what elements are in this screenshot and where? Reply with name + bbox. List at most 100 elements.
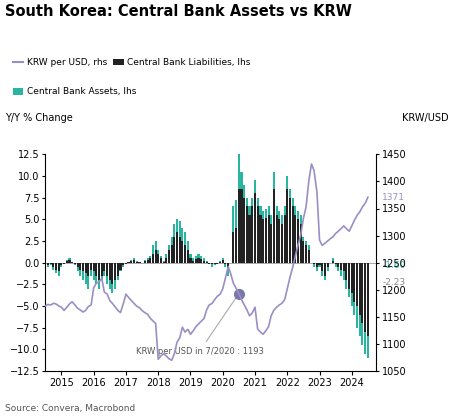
Bar (36, 219, 39, 263)
Bar (152, 254, 154, 263)
Bar (93, 263, 95, 271)
Text: -2.23: -2.23 (382, 278, 405, 287)
Bar (286, 176, 288, 263)
Bar (254, 180, 256, 263)
Bar (111, 263, 113, 284)
Bar (173, 224, 175, 263)
Bar (163, 261, 165, 263)
Bar (238, 154, 240, 263)
Bar (265, 218, 267, 263)
Bar (198, 259, 200, 263)
Bar (133, 259, 135, 263)
Bar (235, 200, 237, 263)
Bar (222, 260, 224, 263)
Bar (71, 262, 73, 263)
Bar (268, 215, 270, 263)
Bar (222, 259, 224, 263)
Bar (77, 263, 79, 271)
Bar (165, 254, 167, 263)
Bar (66, 261, 68, 263)
Bar (63, 263, 65, 264)
Bar (232, 206, 235, 263)
Bar (98, 263, 100, 280)
Bar (278, 211, 280, 263)
Text: -1.60: -1.60 (382, 261, 406, 270)
Bar (351, 263, 353, 293)
Bar (281, 224, 283, 263)
Bar (249, 206, 251, 263)
Bar (187, 250, 189, 263)
Legend: Central Bank Assets, lhs: Central Bank Assets, lhs (9, 84, 140, 100)
Bar (256, 206, 259, 263)
Bar (157, 250, 159, 263)
Bar (176, 219, 178, 263)
Bar (60, 263, 63, 265)
Bar (361, 263, 363, 345)
Bar (200, 259, 202, 263)
Bar (238, 189, 240, 263)
Bar (165, 259, 167, 263)
Bar (297, 211, 299, 263)
Bar (337, 263, 339, 267)
Bar (82, 263, 84, 271)
Text: Source: Convera, Macrobond: Source: Convera, Macrobond (5, 404, 135, 413)
Bar (50, 263, 52, 264)
Bar (305, 241, 307, 263)
Bar (335, 263, 337, 267)
Bar (284, 215, 286, 263)
Bar (171, 245, 173, 263)
Bar (109, 263, 111, 280)
Bar (39, 244, 41, 263)
Bar (117, 263, 119, 280)
Bar (251, 198, 254, 263)
Bar (184, 245, 186, 263)
Bar (120, 263, 121, 270)
Bar (342, 263, 345, 280)
Bar (224, 263, 226, 264)
Bar (235, 228, 237, 263)
Bar (146, 260, 149, 263)
Bar (195, 259, 197, 263)
Bar (133, 260, 135, 263)
Bar (176, 232, 178, 263)
Bar (316, 263, 318, 267)
Bar (77, 263, 79, 267)
Bar (71, 262, 73, 263)
Bar (203, 259, 205, 263)
Bar (249, 215, 251, 263)
Bar (262, 219, 264, 263)
Bar (364, 263, 366, 354)
Bar (127, 262, 130, 263)
Bar (60, 263, 63, 267)
Bar (74, 263, 76, 264)
Bar (47, 263, 49, 265)
Bar (39, 254, 41, 263)
Bar (171, 237, 173, 263)
Bar (243, 185, 246, 263)
Bar (168, 245, 170, 263)
Bar (356, 263, 358, 328)
Bar (90, 263, 92, 276)
Bar (44, 262, 46, 263)
Bar (85, 263, 87, 273)
Bar (227, 263, 229, 270)
Bar (327, 263, 328, 271)
Bar (337, 263, 339, 271)
Bar (122, 263, 125, 267)
Bar (173, 237, 175, 263)
Text: 1371: 1371 (382, 193, 405, 201)
Bar (211, 263, 213, 267)
Bar (321, 263, 323, 271)
Bar (58, 263, 60, 276)
Bar (52, 263, 54, 270)
Bar (219, 261, 221, 263)
Bar (135, 261, 138, 263)
Bar (139, 262, 140, 263)
Bar (152, 245, 154, 263)
Bar (198, 254, 200, 263)
Bar (154, 250, 157, 263)
Bar (308, 245, 310, 263)
Bar (101, 263, 103, 280)
Bar (254, 193, 256, 263)
Bar (50, 263, 52, 265)
